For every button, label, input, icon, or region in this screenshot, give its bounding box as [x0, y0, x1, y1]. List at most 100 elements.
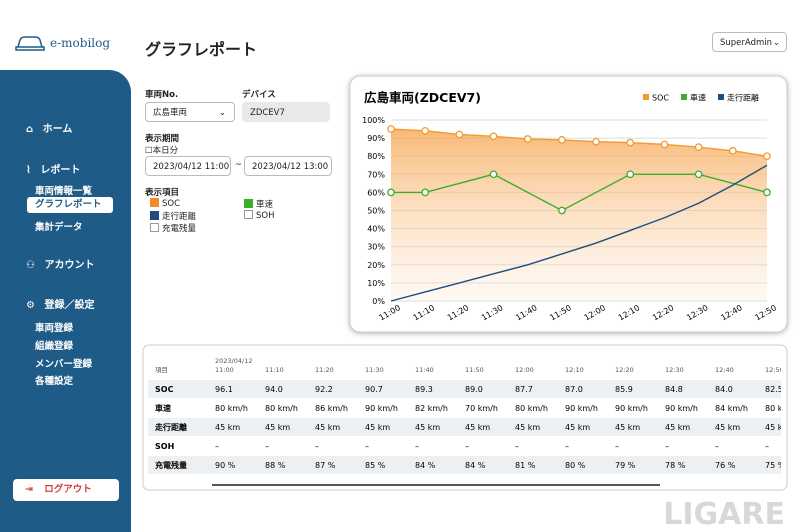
table-cell: 45 km [265, 423, 290, 432]
table-date: 2023/04/12 [215, 357, 252, 365]
nav-sub[interactable]: 各種設定 [35, 376, 74, 387]
table-cell: 70 km/h [465, 404, 498, 413]
nav-account[interactable]: ⚇ アカウント [26, 260, 95, 271]
nav-sub[interactable]: メンバー登録 [35, 359, 93, 370]
checkbox-label: 走行距離 [162, 212, 197, 222]
table-cell: 81 % [515, 461, 536, 470]
table-cell: 80 km/h [265, 404, 298, 413]
marker [421, 127, 430, 135]
table-cell: 45 km [665, 423, 690, 432]
table-cell: – [315, 442, 319, 451]
item-checkbox[interactable]: 車速 [244, 198, 273, 210]
nav-sub[interactable]: 車両情報一覧 [35, 186, 93, 197]
item-checkbox[interactable]: SOC [150, 198, 180, 209]
table-cell: 90 km/h [565, 404, 598, 413]
legend-label: 車速 [690, 93, 706, 103]
field-label: 車両No. [145, 90, 179, 100]
nav-report[interactable]: ⌇ レポート [26, 165, 81, 176]
table-cell: 80 % [565, 461, 586, 470]
row-label: 車速 [155, 403, 171, 413]
logo: e-mobilog [50, 36, 111, 50]
line [390, 128, 768, 157]
date-sep: ~ [235, 160, 243, 170]
table-cell: – [265, 442, 269, 451]
table-cell: – [615, 442, 619, 451]
table-header: 項目 [155, 366, 168, 374]
table-cell: 90 km/h [615, 404, 648, 413]
table-cell: 45 km [465, 423, 490, 432]
nav-label: 登録／設定 [44, 300, 95, 311]
table-cell: 84 % [415, 461, 436, 470]
logout-label: ログアウト [44, 484, 92, 495]
table-cell: 86 km/h [315, 404, 348, 413]
nav-sub[interactable]: 車両登録 [35, 323, 74, 334]
chart-title: 広島車両(ZDCEV7) [364, 90, 481, 105]
today-checkbox[interactable]: ☐本日分 [145, 146, 179, 156]
table-cell: 90 km/h [365, 404, 398, 413]
marker [558, 136, 566, 144]
area [391, 129, 767, 301]
table-cell: 80 km/h [765, 404, 798, 413]
vehicle-select[interactable]: 広島車両 ⌄ [145, 102, 235, 122]
table-header: 12:20 [615, 366, 634, 374]
table-header: 11:10 [265, 366, 284, 374]
table-cell: 45 km [415, 423, 440, 432]
table-cell: 88 % [265, 461, 286, 470]
marker [763, 188, 771, 197]
table-cell: 85.9 [615, 385, 633, 394]
date-from[interactable]: 2023/04/12 11:00 [145, 156, 231, 176]
marker [728, 146, 737, 155]
table-header: 12:40 [715, 366, 734, 374]
item-checkbox[interactable]: 充電残量 [150, 222, 196, 234]
watermark: LIGARE [663, 497, 785, 532]
nav-sub[interactable]: 集計データ [35, 222, 83, 233]
nav-sub-active[interactable]: グラフレポート [27, 197, 113, 213]
y-tick-label: 100% [362, 116, 385, 125]
item-checkbox[interactable]: 走行距離 [150, 210, 196, 222]
nav-label: ホーム [42, 124, 73, 135]
table-cell: 90 % [215, 461, 236, 470]
marker [558, 206, 566, 215]
table-cell: – [465, 442, 469, 451]
checkbox [150, 211, 159, 220]
marker [489, 170, 498, 179]
table-cell: – [565, 442, 569, 451]
marker [387, 188, 395, 197]
logout-button[interactable]: ⇥ ログアウト [13, 479, 119, 501]
checkbox-label: 本日分 [152, 146, 179, 156]
y-tick-label: 30% [367, 243, 385, 252]
table-cell: – [215, 442, 219, 451]
table-cell: 79 % [615, 461, 636, 470]
nav-sub[interactable]: 組織登録 [35, 341, 74, 352]
table-cell: 80 km/h [515, 404, 548, 413]
table-header: 12:00 [515, 366, 534, 374]
marker [763, 152, 771, 161]
user-menu[interactable]: SuperAdmin ⌄ [712, 32, 787, 52]
line [390, 164, 768, 302]
checkbox-label: SOC [162, 199, 181, 209]
y-tick-label: 10% [367, 279, 385, 288]
row-label: SOC [155, 385, 174, 394]
table-cell: 92.2 [315, 385, 333, 394]
table-cell: 94.0 [265, 385, 283, 394]
legend-swatch [680, 94, 687, 100]
item-checkbox[interactable]: SOH [244, 210, 274, 221]
checkbox [244, 199, 253, 208]
date-to[interactable]: 2023/04/12 13:00 [244, 156, 332, 176]
table-header: 12:10 [565, 366, 584, 374]
table-cell: 89.0 [465, 385, 483, 394]
table-cell: 84.8 [665, 385, 683, 394]
logo-icon [15, 36, 45, 51]
table-cell: 45 km [365, 423, 390, 432]
checkbox-label: SOH [256, 211, 275, 221]
table-cell: – [515, 442, 519, 451]
table-cell: 90 km/h [665, 404, 698, 413]
table-cell: 45 km [565, 423, 590, 432]
legend-label: SOC [652, 94, 669, 103]
nav-home[interactable]: ⌂ ホーム [26, 124, 73, 135]
nav-settings[interactable]: ⚙ 登録／設定 [26, 300, 95, 311]
page-title: グラフレポート [145, 40, 258, 59]
nav-label: アカウント [44, 260, 95, 271]
y-tick-label: 20% [367, 261, 385, 270]
table-cell: 87 % [315, 461, 336, 470]
